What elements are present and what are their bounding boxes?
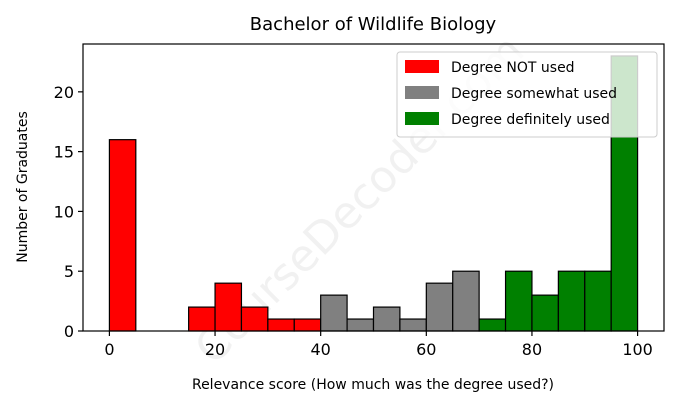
y-axis-label: Number of Graduates <box>15 111 31 263</box>
bar-75 <box>504 270 533 332</box>
x-tick-label-20: 20 <box>205 340 225 359</box>
bar-40 <box>320 294 348 332</box>
legend-box <box>396 51 658 138</box>
bar-15 <box>188 306 216 332</box>
bar-60 <box>425 282 454 332</box>
bars-group <box>108 55 639 332</box>
y-tick-label-15: 15 <box>54 143 74 162</box>
legend-swatch-not <box>405 60 439 73</box>
y-tick-label-5: 5 <box>64 262 74 281</box>
legend-label-definitely: Degree definitely used <box>451 112 610 128</box>
bar-50 <box>372 306 401 332</box>
bar-90 <box>584 270 612 332</box>
bar-30 <box>267 318 295 332</box>
bar-0 <box>108 139 137 332</box>
x-axis-ticks: 0 20 40 60 80 100 <box>104 331 653 359</box>
legend-label-not: Degree NOT used <box>451 60 575 76</box>
y-tick-label-10: 10 <box>54 202 74 221</box>
bar-70 <box>478 318 507 332</box>
x-tick-label-60: 60 <box>416 340 436 359</box>
y-tick-label-20: 20 <box>54 83 74 102</box>
y-tick-label-0: 0 <box>64 322 74 341</box>
chart-title: Bachelor of Wildlife Biology <box>250 14 497 35</box>
bar-25 <box>240 306 269 332</box>
legend-swatch-definitely <box>405 112 439 125</box>
x-tick-label-0: 0 <box>104 340 114 359</box>
bar-65 <box>452 270 480 332</box>
bar-55 <box>399 318 427 332</box>
x-tick-label-100: 100 <box>622 340 653 359</box>
x-tick-label-80: 80 <box>522 340 542 359</box>
bar-20 <box>214 282 243 332</box>
y-axis-ticks: 0 5 10 15 20 <box>54 83 83 341</box>
bar-80 <box>531 294 559 332</box>
plot-area-frame <box>82 43 665 332</box>
bar-35 <box>293 318 322 332</box>
x-tick-label-40: 40 <box>311 340 331 359</box>
legend: Degree NOT used Degree somewhat used Degre… <box>396 51 658 138</box>
legend-swatch-somewhat <box>405 86 439 99</box>
bar-85 <box>557 270 586 332</box>
legend-label-somewhat: Degree somewhat used <box>451 86 617 102</box>
x-axis-label: Relevance score (How much was the degree… <box>192 377 554 393</box>
bar-45 <box>346 318 375 332</box>
